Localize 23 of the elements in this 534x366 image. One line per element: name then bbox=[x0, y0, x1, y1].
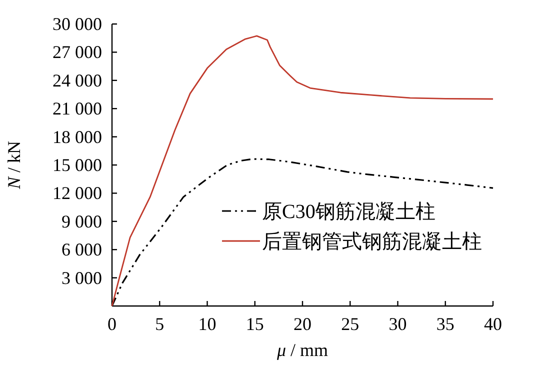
x-tick-label: 30 bbox=[388, 314, 407, 334]
x-tick-label: 10 bbox=[198, 314, 216, 334]
legend-label: 原C30钢筋混凝土柱 bbox=[262, 201, 436, 223]
x-tick-label: 25 bbox=[341, 314, 360, 334]
y-tick-label: 3 000 bbox=[62, 268, 102, 288]
y-tick-label: 15 000 bbox=[52, 155, 102, 175]
y-tick-label: 24 000 bbox=[52, 70, 102, 90]
y-tick-label: 27 000 bbox=[52, 42, 102, 62]
x-tick-label: 20 bbox=[294, 314, 312, 334]
y-tick-label: 18 000 bbox=[52, 126, 102, 147]
y-tick-label: 6 000 bbox=[62, 240, 102, 260]
y-axis-title: N / kN bbox=[4, 140, 24, 190]
x-axis-title: μ / mm bbox=[276, 340, 328, 360]
y-tick-label: 9 000 bbox=[62, 211, 102, 232]
x-tick-label: 15 bbox=[246, 314, 264, 334]
x-tick-label: 0 bbox=[108, 314, 116, 334]
y-tick-label: 30 000 bbox=[52, 14, 102, 34]
x-tick-label: 5 bbox=[155, 314, 164, 334]
x-tick-label: 40 bbox=[484, 314, 502, 334]
x-tick-label: 35 bbox=[436, 314, 454, 334]
y-tick-label: 21 000 bbox=[52, 98, 102, 119]
y-tick-label: 12 000 bbox=[52, 183, 102, 204]
legend-label: 后置钢管式钢筋混凝土柱 bbox=[262, 231, 482, 253]
